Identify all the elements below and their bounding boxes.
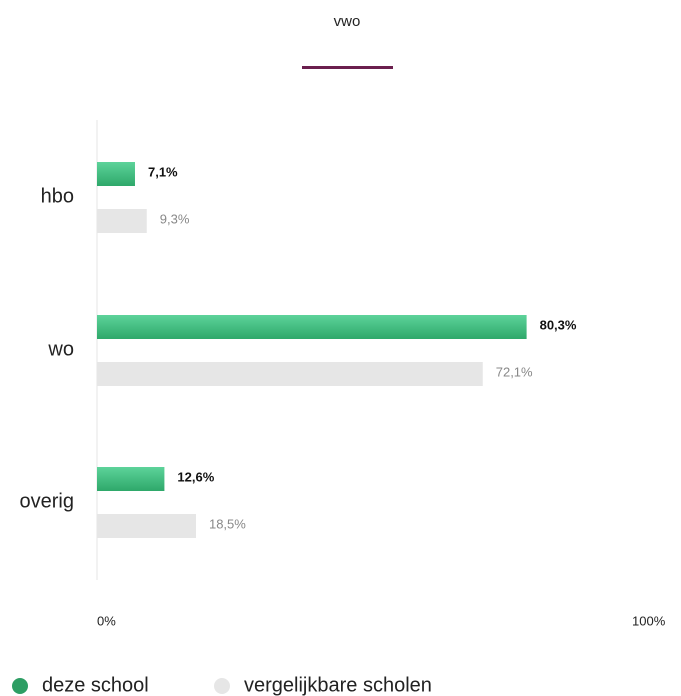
category-label: wo [47, 338, 74, 360]
tab-label[interactable]: vwo [334, 13, 361, 30]
value-label: 7,1% [148, 164, 178, 179]
legend-label: vergelijkbare scholen [244, 674, 432, 696]
bar [97, 315, 527, 339]
category-label: overig [20, 490, 74, 512]
legend-marker [12, 678, 28, 694]
x-tick-label: 100% [632, 613, 666, 628]
value-label: 9,3% [160, 211, 190, 226]
legend-marker [214, 678, 230, 694]
value-label: 80,3% [540, 317, 577, 332]
legend-label: deze school [42, 674, 149, 696]
x-tick-label: 0% [97, 613, 116, 628]
bar [97, 467, 165, 491]
tab-underline [302, 66, 393, 69]
value-label: 12,6% [177, 469, 214, 484]
category-label: hbo [41, 185, 74, 207]
bar [97, 209, 147, 233]
bar [97, 162, 135, 186]
value-label: 18,5% [209, 516, 246, 531]
bar [97, 514, 196, 538]
value-label: 72,1% [496, 364, 533, 379]
bar [97, 362, 483, 386]
